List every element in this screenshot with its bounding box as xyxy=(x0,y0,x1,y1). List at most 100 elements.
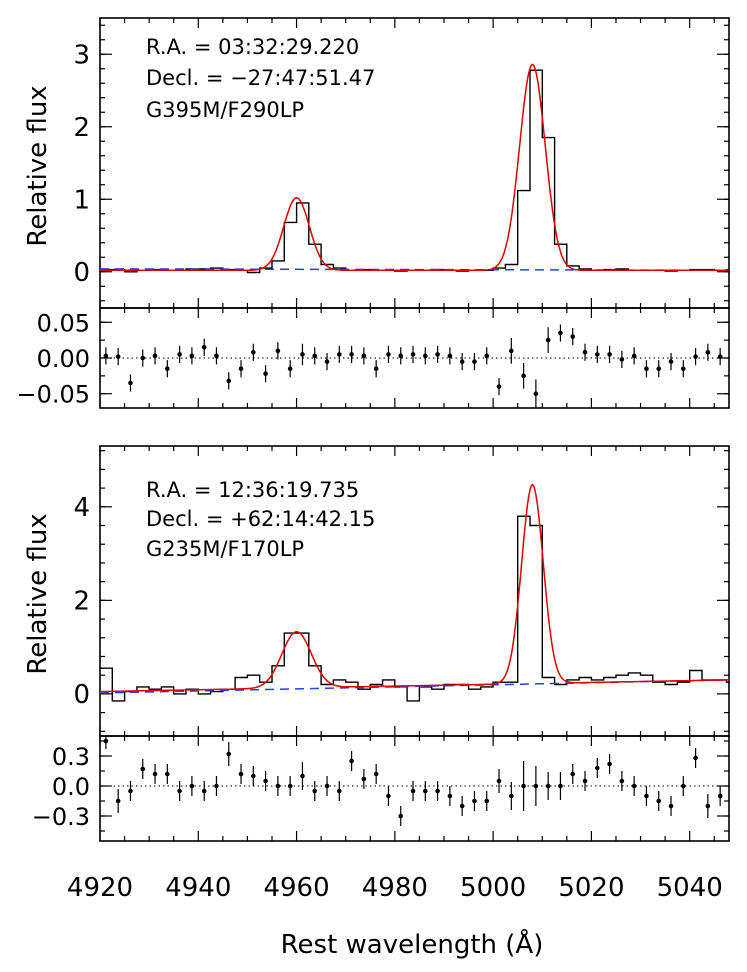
gaussian-fit-curve xyxy=(99,483,729,693)
residual-point xyxy=(386,352,391,357)
residual-point xyxy=(521,783,526,789)
residual-point xyxy=(447,793,453,799)
residual-point xyxy=(201,788,207,794)
residual-point xyxy=(509,348,514,354)
top-dec-label: Decl. = −27:47:51.47 xyxy=(146,66,375,90)
residual-point xyxy=(705,349,711,355)
residual-point xyxy=(459,803,465,809)
bottom-ra-label: R.A. = 12:36:19.735 xyxy=(146,478,359,502)
residual-point xyxy=(496,384,502,389)
residual-point xyxy=(656,798,662,804)
residual-point xyxy=(680,366,686,372)
residual-point xyxy=(128,788,133,794)
gaussian-fit-curve xyxy=(100,63,729,272)
residual-point xyxy=(238,366,244,372)
x-tick-label: 4980 xyxy=(362,873,428,903)
y-tick-label: 1 xyxy=(73,185,90,215)
x-tick-label: 5020 xyxy=(558,873,624,903)
bottom-residual-frame xyxy=(99,735,730,842)
y-tick-label: 0 xyxy=(73,258,90,288)
residual-point xyxy=(214,783,219,789)
residual-point xyxy=(459,359,465,364)
residual-point xyxy=(558,330,563,336)
top-ra-label: R.A. = 03:32:29.220 xyxy=(146,35,359,59)
residual-point xyxy=(693,354,698,359)
residual-point xyxy=(631,353,637,359)
x-tick-label: 5040 xyxy=(657,873,723,903)
residual-point xyxy=(582,349,588,355)
residual-point xyxy=(705,803,711,809)
observed-spectrum-step xyxy=(100,515,729,702)
bottom-y-axis-label: Relative flux xyxy=(23,513,53,674)
top-grating-label: G395M/F290LP xyxy=(146,98,304,122)
residual-point xyxy=(238,771,244,777)
residual-point xyxy=(644,793,649,799)
residual-point xyxy=(656,366,662,372)
residual-point xyxy=(644,366,649,372)
residual-point xyxy=(226,378,232,384)
residual-point xyxy=(103,353,109,359)
residual-point xyxy=(717,793,723,799)
residual-point xyxy=(115,798,121,804)
x-tick-label: 4960 xyxy=(263,873,329,903)
residual-point xyxy=(447,353,453,359)
residual-point xyxy=(361,776,367,782)
residual-point xyxy=(263,371,268,377)
residual-point xyxy=(177,352,182,357)
residual-point xyxy=(140,766,146,772)
residual-point xyxy=(558,783,563,789)
residual-point xyxy=(607,352,612,357)
residual-point xyxy=(373,771,379,777)
y-tick-label: 0.05 xyxy=(37,309,90,337)
residual-point xyxy=(103,738,109,744)
y-tick-label: −0.3 xyxy=(32,803,90,831)
residual-point xyxy=(521,373,526,379)
residual-point xyxy=(201,344,207,350)
residual-point xyxy=(668,359,674,364)
residual-point xyxy=(324,359,330,364)
bottom-grating-label: G235M/F170LP xyxy=(146,537,304,561)
residual-point xyxy=(435,352,440,357)
residual-point xyxy=(226,751,232,757)
residual-point xyxy=(349,758,354,764)
residual-point xyxy=(545,783,551,789)
residual-point xyxy=(435,788,440,794)
residual-point xyxy=(300,352,305,357)
residual-point xyxy=(349,352,354,357)
residual-point xyxy=(668,803,674,809)
x-tick-label: 4920 xyxy=(67,873,133,903)
residual-point xyxy=(189,783,195,789)
residual-point xyxy=(312,788,318,794)
residual-point xyxy=(484,798,490,804)
x-axis-label: Rest wavelength (Å) xyxy=(281,928,544,960)
residual-point xyxy=(251,773,256,779)
residual-point xyxy=(472,798,477,804)
residual-point xyxy=(484,353,490,359)
residual-point xyxy=(361,353,367,359)
residual-point xyxy=(631,783,637,789)
residual-point xyxy=(398,813,404,819)
residual-point xyxy=(300,773,305,779)
residual-point xyxy=(582,778,588,784)
residual-point xyxy=(533,783,539,789)
y-tick-label: 2 xyxy=(73,113,90,143)
residual-point xyxy=(496,778,502,784)
residual-point xyxy=(275,783,281,789)
residual-point xyxy=(287,366,293,372)
residual-point xyxy=(324,783,330,789)
residual-point xyxy=(312,353,318,359)
residual-point xyxy=(165,366,170,372)
y-tick-label: 4 xyxy=(73,493,90,523)
residual-point xyxy=(251,349,256,355)
residual-point xyxy=(717,354,723,359)
residual-point xyxy=(423,788,428,794)
residual-point xyxy=(189,353,195,359)
residual-point xyxy=(177,788,182,794)
residual-point xyxy=(680,783,686,789)
residual-point xyxy=(337,788,342,794)
residual-point xyxy=(398,353,404,359)
residual-point xyxy=(152,353,158,359)
residual-point xyxy=(152,771,158,777)
residual-point xyxy=(545,337,551,343)
